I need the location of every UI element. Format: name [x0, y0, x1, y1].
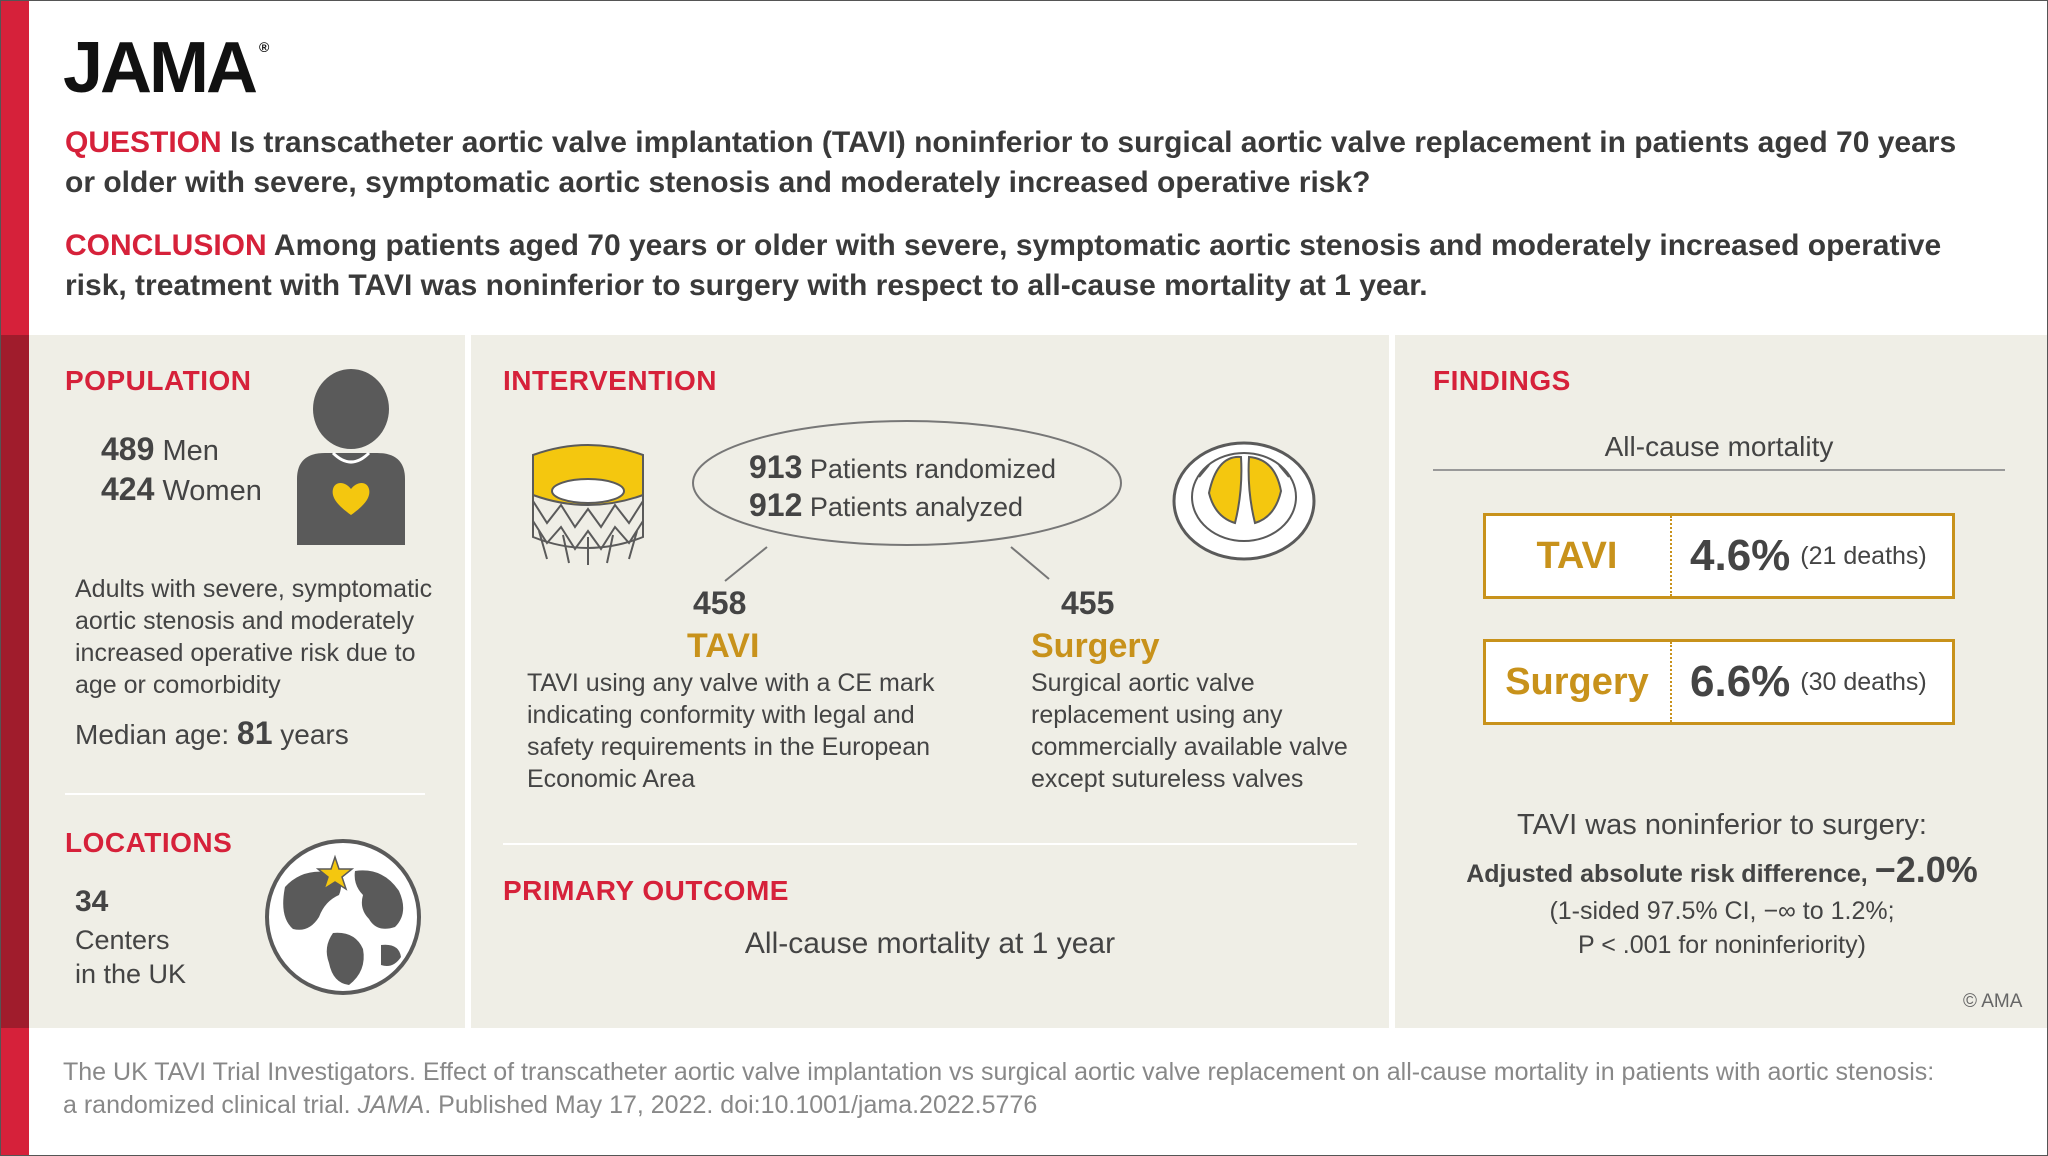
conclusion-text: Among patients aged 70 years or older wi… [65, 229, 1942, 302]
population-panel: POPULATION 489 Men 424 Women Adults with… [29, 335, 465, 1028]
findings-panel: FINDINGS All-cause mortality TAVI 4.6% (… [1395, 335, 2047, 1028]
tavi-arm-count: 458 [693, 585, 747, 621]
question-text: Is transcatheter aortic valve implantati… [65, 126, 1957, 199]
heart-icon [332, 483, 370, 515]
accent-bar-middle [1, 335, 29, 1028]
findings-subtitle: All-cause mortality [1604, 431, 1834, 462]
locations-title: LOCATIONS [65, 827, 233, 858]
primary-outcome-text: All-cause mortality at 1 year [744, 927, 1116, 960]
tavi-result-box: TAVI 4.6% (21 deaths) [1483, 513, 1955, 599]
median-age: Median age: 81 years [75, 715, 349, 751]
men-stat: 489 Men [101, 431, 219, 467]
star-icon [315, 854, 355, 891]
question-label: QUESTION [65, 126, 222, 159]
women-stat: 424 Women [101, 471, 262, 507]
surgical-valve-icon [1172, 441, 1316, 561]
citation: The UK TAVI Trial Investigators. Effect … [63, 1058, 1935, 1119]
conclusion-block: CONCLUSION Among patients aged 70 years … [65, 226, 1985, 306]
randomization-ellipse [692, 420, 1122, 546]
intervention-divider [503, 843, 1357, 845]
noninferiority-summary: TAVI was noninferior to surgery: [1517, 809, 1927, 841]
population-divider [65, 793, 425, 795]
question-block: QUESTION Is transcatheter aortic valve i… [65, 123, 1985, 203]
accent-bar-top [1, 1, 29, 335]
randomized-stat: 913 Patients randomized [749, 449, 1057, 485]
globe-icon [265, 839, 421, 995]
surgery-arm-count: 455 [1061, 585, 1115, 621]
population-title: POPULATION [65, 365, 252, 396]
conclusion-label: CONCLUSION [65, 229, 267, 262]
tavi-arm-name: TAVI [687, 627, 760, 665]
surgery-result-box: Surgery 6.6% (30 deaths) [1483, 639, 1955, 725]
surgery-result-value: 6.6% (30 deaths) [1690, 657, 1927, 706]
person-icon [297, 369, 405, 545]
confidence-interval: (1-sided 97.5% CI, −∞ to 1.2%; [1549, 897, 1895, 925]
primary-outcome-title: PRIMARY OUTCOME [503, 875, 789, 906]
p-value: P < .001 for noninferiority) [1578, 931, 1866, 959]
population-description: Adults with severe, symptomatic aortic s… [75, 575, 433, 699]
findings-divider [1433, 469, 2005, 471]
intervention-title: INTERVENTION [503, 365, 717, 396]
risk-difference: Adjusted absolute risk difference, −2.0% [1466, 849, 1978, 890]
intervention-panel: INTERVENTION 913 Patients randomized 912… [471, 335, 1389, 1028]
tavi-result-value: 4.6% (21 deaths) [1690, 531, 1927, 580]
centers-count: 34 [75, 885, 109, 918]
tavi-valve-icon [532, 444, 644, 565]
analyzed-stat: 912 Patients analyzed [749, 487, 1024, 523]
tavi-result-label: TAVI [1536, 534, 1618, 577]
surgery-arm-description: Surgical aortic valve replacement using … [1031, 669, 1348, 793]
surgery-arm-name: Surgery [1031, 627, 1160, 665]
arm-connectors [724, 546, 1050, 582]
jama-logo: JAMA ® [63, 28, 270, 108]
copyright: © AMA [1963, 991, 2023, 1012]
findings-title: FINDINGS [1433, 365, 1571, 396]
accent-bar-bottom [1, 1028, 29, 1155]
tavi-arm-description: TAVI using any valve with a CE mark indi… [527, 669, 935, 793]
surgery-result-label: Surgery [1505, 660, 1649, 703]
centers-location: in the UK [75, 959, 187, 989]
centers-label: Centers [75, 925, 170, 955]
